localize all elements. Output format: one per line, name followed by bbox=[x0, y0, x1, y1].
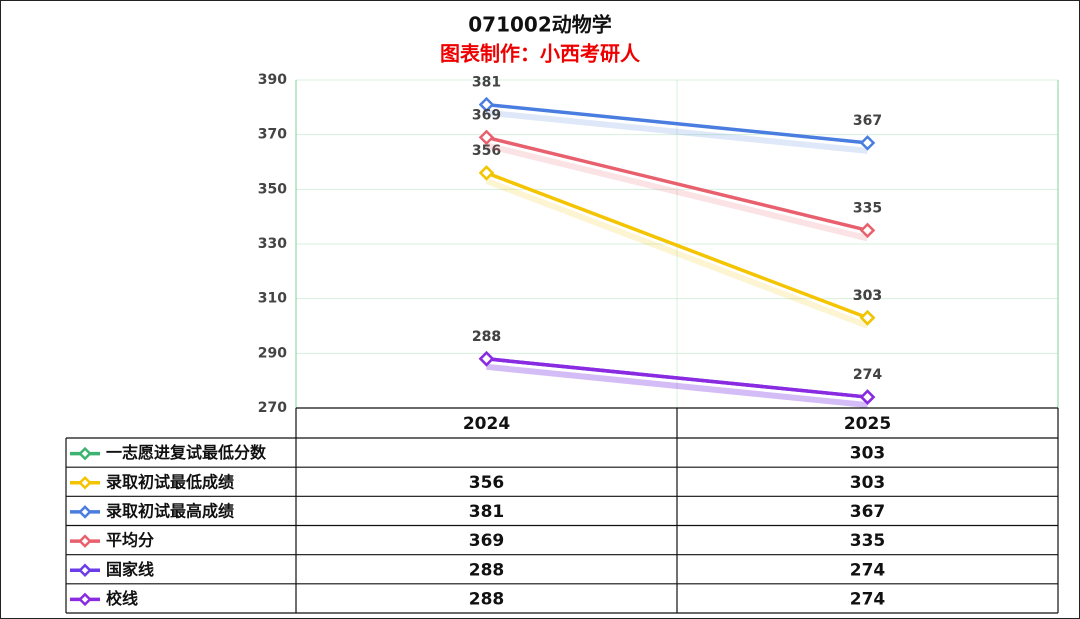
chart-subtitle: 图表制作：小西考研人 bbox=[440, 42, 641, 66]
data-label: 369 bbox=[472, 107, 501, 123]
point-marker bbox=[859, 135, 876, 151]
x-tick-label: 2024 bbox=[463, 414, 510, 434]
series-shadow bbox=[485, 178, 869, 329]
table-value: 288 bbox=[469, 560, 505, 580]
series-shadow bbox=[485, 142, 869, 242]
y-tick-label: 330 bbox=[258, 236, 287, 252]
y-tick-label: 310 bbox=[258, 291, 287, 307]
series-shadow bbox=[486, 363, 868, 409]
series-line bbox=[486, 102, 868, 145]
y-tick-label: 370 bbox=[258, 127, 287, 143]
legend-label: 国家线 bbox=[106, 560, 154, 579]
series-line bbox=[485, 171, 869, 320]
data-label: 288 bbox=[472, 329, 501, 345]
table-value: 274 bbox=[850, 589, 886, 609]
series-line bbox=[486, 357, 868, 399]
table-value: 274 bbox=[850, 560, 886, 580]
legend-marker bbox=[78, 505, 92, 519]
legend-marker bbox=[78, 534, 92, 548]
data-label: 367 bbox=[853, 113, 882, 129]
y-tick-label: 270 bbox=[258, 400, 287, 416]
point-marker bbox=[478, 351, 495, 367]
table-value: 356 bbox=[469, 473, 505, 493]
data-label: 274 bbox=[853, 367, 882, 383]
table-value: 303 bbox=[850, 444, 886, 464]
data-label: 288 bbox=[472, 329, 501, 345]
data-label: 335 bbox=[853, 200, 882, 216]
legend-marker bbox=[78, 592, 92, 607]
point-marker bbox=[478, 129, 495, 146]
data-label: 303 bbox=[853, 288, 882, 304]
table-value: 335 bbox=[850, 531, 886, 551]
legend-label: 录取初试最高成绩 bbox=[106, 501, 234, 520]
point-marker bbox=[859, 310, 876, 326]
table-value: 303 bbox=[850, 473, 886, 493]
chart-title: 071002动物学 bbox=[468, 13, 612, 37]
point-marker bbox=[478, 165, 495, 181]
point-marker bbox=[859, 389, 876, 405]
point-marker bbox=[859, 222, 876, 239]
y-tick-label: 390 bbox=[258, 72, 287, 88]
series-shadow bbox=[486, 363, 868, 409]
legend-marker bbox=[78, 446, 92, 461]
series-shadow bbox=[486, 109, 868, 154]
data-label: 303 bbox=[853, 288, 882, 304]
legend-label: 一志愿进复试最低分数 bbox=[106, 443, 267, 462]
legend-label: 校线 bbox=[106, 589, 138, 608]
table-value: 369 bbox=[469, 531, 505, 551]
series-line bbox=[486, 135, 868, 233]
legend-label: 录取初试最低成绩 bbox=[106, 472, 234, 491]
data-label: 356 bbox=[472, 143, 501, 159]
y-tick-label: 290 bbox=[258, 345, 287, 361]
table-value: 381 bbox=[469, 502, 505, 522]
point-marker bbox=[478, 96, 495, 113]
y-tick-label: 350 bbox=[258, 181, 287, 197]
data-label: 274 bbox=[853, 367, 882, 383]
legend-label: 平均分 bbox=[106, 531, 154, 550]
legend-marker bbox=[78, 475, 92, 490]
table-value: 367 bbox=[850, 502, 886, 522]
x-tick-label: 2025 bbox=[844, 414, 891, 434]
legend-marker bbox=[78, 563, 92, 578]
table-value: 288 bbox=[469, 589, 505, 609]
data-label: 381 bbox=[472, 75, 501, 91]
